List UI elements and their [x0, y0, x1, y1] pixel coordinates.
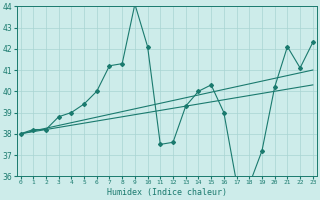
- X-axis label: Humidex (Indice chaleur): Humidex (Indice chaleur): [107, 188, 227, 197]
